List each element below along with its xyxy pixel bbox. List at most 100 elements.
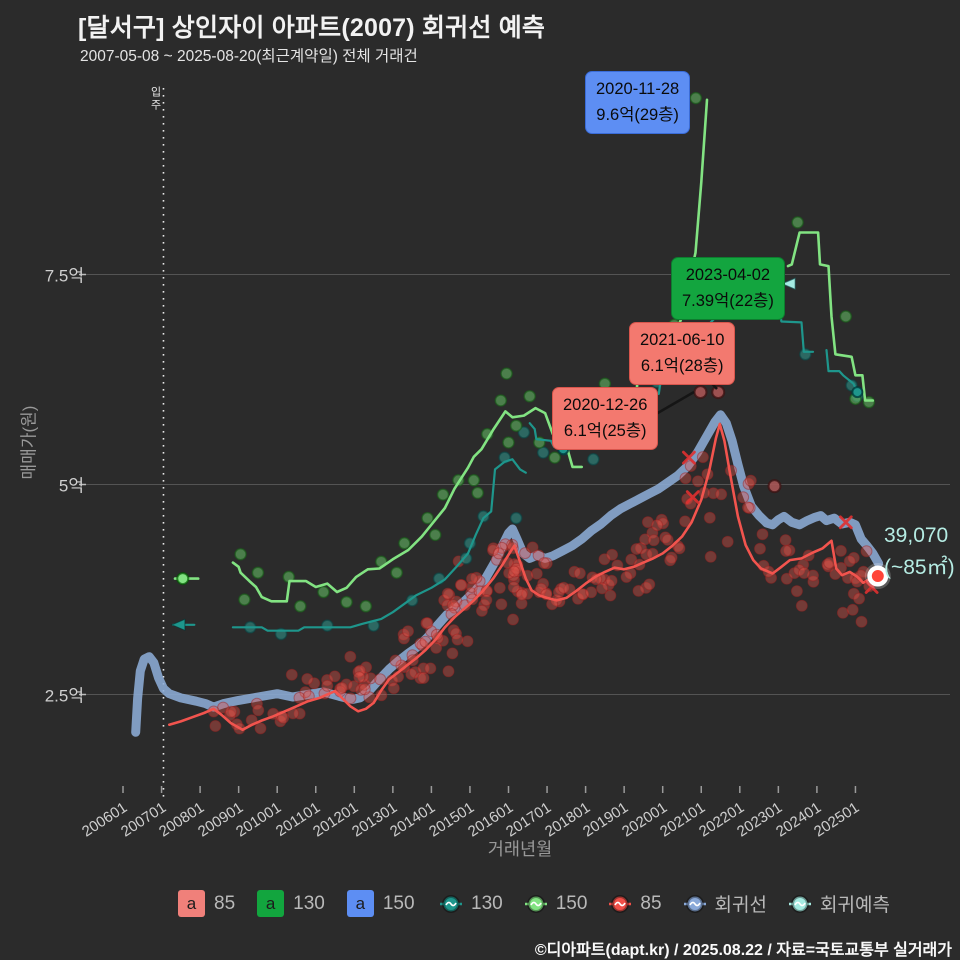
scatter-dot-85 <box>647 534 660 547</box>
annotation-price: 6.1억(28층) <box>640 356 724 375</box>
scatter-dot-85 <box>480 594 493 607</box>
legend-item-150-box[interactable]: a 150 <box>346 890 415 917</box>
scatter-dot-85 <box>508 573 520 586</box>
scatter-dot-85 <box>754 542 766 555</box>
scatter-dot-85 <box>465 587 478 600</box>
scatter-dot-85 <box>664 554 677 567</box>
scatter-dot-150 <box>791 216 804 229</box>
scatter-dot-85 <box>357 670 370 683</box>
scatter-dot-150 <box>471 486 484 500</box>
scatter-dot-85 <box>860 545 873 558</box>
scatter-dot-85 <box>798 567 811 579</box>
scatter-dot-85 <box>790 585 803 598</box>
scatter-dot-85 <box>641 516 654 529</box>
scatter-dot-85 <box>321 674 334 686</box>
prediction-value-label: 39,070 (~85㎡) <box>884 520 955 583</box>
scatter-dot-85 <box>849 572 862 585</box>
x-mark-cancelled <box>838 515 853 530</box>
legend-series: 130 150 85 회귀선 회귀예측 <box>440 890 890 917</box>
scatter-dot-85 <box>447 624 460 637</box>
scatter-dot-85 <box>495 598 508 611</box>
scatter-dot-85 <box>274 715 287 728</box>
scatter-dot-85 <box>438 594 451 607</box>
scatter-dot-85 <box>209 720 222 732</box>
annotation-box-2021-06-10[interactable]: 2021-06-10 6.1억(28층) <box>629 322 736 386</box>
legend-item-85-box[interactable]: a 85 <box>178 890 235 917</box>
scatter-dot-85 <box>646 526 659 539</box>
scatter-dot-85 <box>414 637 427 650</box>
scatter-dot-85 <box>417 672 430 684</box>
scatter-dot-85 <box>228 705 241 718</box>
scatter-dot-150 <box>398 537 411 550</box>
scatter-dot-85 <box>470 571 483 584</box>
scatter-dot-85 <box>657 517 670 530</box>
legend-marker-icon <box>524 894 547 913</box>
scatter-dot-85 <box>521 587 534 600</box>
prediction-price: 39,070 <box>884 524 949 547</box>
x-axis-title: 거래년월 <box>487 839 553 859</box>
legend-item-130-box[interactable]: a 130 <box>257 890 325 917</box>
scatter-dot-85 <box>788 567 801 580</box>
scatter-dot-85 <box>416 639 429 652</box>
scatter-dot-85 <box>651 519 664 532</box>
scatter-dot-85 <box>576 588 589 601</box>
scatter-dot-85 <box>515 588 528 601</box>
scatter-dot-85 <box>334 682 347 695</box>
legend-series-label: 회귀선 <box>714 895 767 916</box>
scatter-dot-85 <box>344 692 357 705</box>
scatter-dot-85 <box>425 625 438 638</box>
scatter-dot-85 <box>473 575 486 588</box>
scatter-dot-85 <box>585 586 598 599</box>
scatter-dot-85 <box>508 565 521 578</box>
legend-item-150[interactable]: 150 <box>524 893 587 915</box>
scatter-dot-85 <box>535 582 548 595</box>
annotation-box-2020-12-26[interactable]: 2020-12-26 6.1억(25층) <box>552 387 659 451</box>
legend-swatch-85: a <box>178 890 205 917</box>
scatter-dot-85 <box>442 665 455 678</box>
scatter-dot-150 <box>509 419 523 432</box>
legend-item-회귀선[interactable]: 회귀선 <box>683 890 767 917</box>
scatter-dot-85 <box>526 541 539 554</box>
scatter-dot-85 <box>635 542 647 555</box>
scatter-dot-85 <box>640 548 653 561</box>
scatter-dot-150 <box>523 390 536 403</box>
scatter-dot-85 <box>447 599 459 612</box>
scatter-dot-85 <box>596 582 609 595</box>
scatter-dot-85-annotated <box>693 385 708 400</box>
annotation-price: 9.6억(29층) <box>596 105 679 124</box>
scatter-dot-85 <box>436 634 449 647</box>
scatter-dot-85 <box>417 662 430 675</box>
scatter-dot-85 <box>519 547 532 560</box>
scatter-dot-85 <box>659 531 672 544</box>
scatter-dot-85 <box>507 569 520 582</box>
scatter-dot-85 <box>679 472 692 485</box>
legend-item-85[interactable]: 85 <box>609 892 662 915</box>
scatter-dot-85 <box>836 606 849 619</box>
scatter-dot-85 <box>823 556 836 569</box>
annotation-price: 7.39억(22층) <box>682 291 774 310</box>
legend-swatch-130: a <box>257 890 285 917</box>
series-150-line <box>231 406 583 603</box>
scatter-dot-85 <box>420 617 433 630</box>
scatter-dot-85 <box>335 681 348 694</box>
scatter-dot-150 <box>421 511 434 525</box>
scatter-dot-85 <box>398 632 410 645</box>
scatter-dot-85 <box>632 584 645 597</box>
scatter-dot-150 <box>500 367 513 380</box>
scatter-dot-85 <box>354 664 366 677</box>
legend-item-130[interactable]: 130 <box>440 893 503 915</box>
annotation-box-2020-11-28[interactable]: 2020-11-28 9.6억(29층) <box>585 71 691 135</box>
legend-series-label: 85 <box>640 892 662 914</box>
scatter-dot-85 <box>441 587 454 600</box>
scatter-dot-85 <box>661 533 674 546</box>
scatter-dot-130 <box>477 510 490 523</box>
annotation-box-2023-04-02[interactable]: 2023-04-02 7.39억(22층) <box>671 257 785 321</box>
scatter-dot-85 <box>364 672 377 685</box>
scatter-dot-85 <box>537 577 550 590</box>
scatter-dot-85 <box>355 683 367 696</box>
scatter-dot-85 <box>507 613 519 626</box>
legend-series-label: 회귀예측 <box>820 895 890 916</box>
legend-item-회귀예측[interactable]: 회귀예측 <box>789 890 890 917</box>
scatter-dot-130 <box>517 426 531 439</box>
scatter-dot-150 <box>234 547 247 561</box>
